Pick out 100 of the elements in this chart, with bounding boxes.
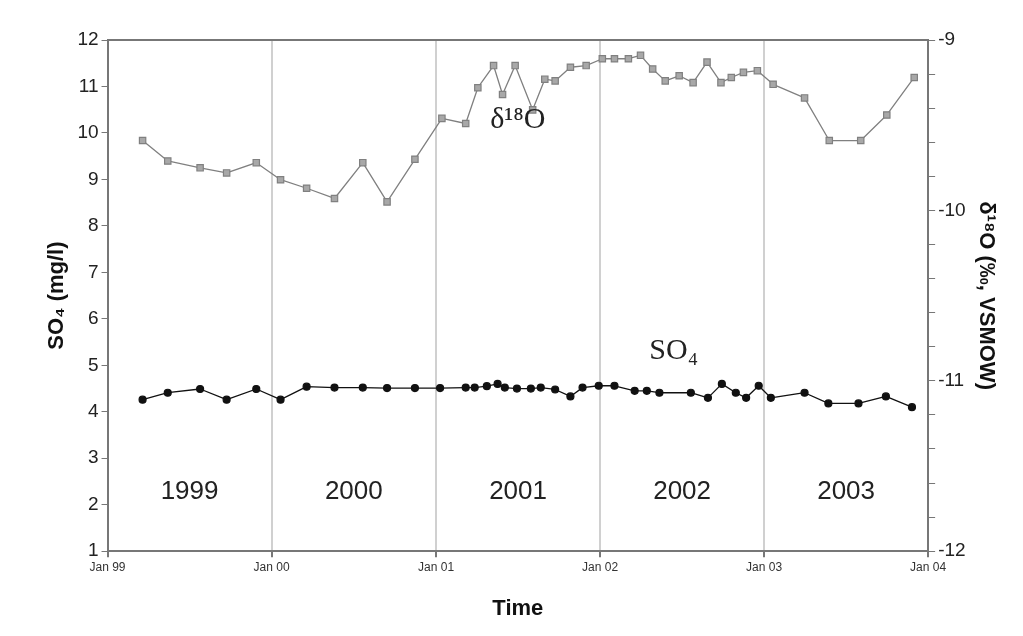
point <box>461 383 470 392</box>
point <box>493 379 502 388</box>
point <box>800 94 809 102</box>
x-tick-label: Jan 04 <box>910 559 947 574</box>
y-tick-label: 12 <box>77 28 99 50</box>
y2-tick-label: -12 <box>938 539 966 561</box>
y2-axis-title: δ¹⁸O (‰, VSMOW) <box>974 201 1000 390</box>
point <box>330 383 339 392</box>
y-tick-label: 11 <box>78 74 99 96</box>
y-tick-label: 9 <box>87 167 99 189</box>
series-label: δ¹⁸O <box>490 101 546 135</box>
point <box>551 77 559 85</box>
point <box>910 73 918 82</box>
point <box>276 395 285 404</box>
point <box>610 381 619 390</box>
point <box>703 393 713 402</box>
y-tick-label: 5 <box>87 353 99 375</box>
point <box>252 384 261 394</box>
y-tick-label: 1 <box>87 539 99 561</box>
point <box>598 54 607 63</box>
y2-tick-label: -9 <box>938 28 956 50</box>
point <box>482 382 491 391</box>
point <box>438 114 446 123</box>
point <box>856 136 865 145</box>
point <box>742 393 751 402</box>
point <box>196 384 205 394</box>
point <box>642 386 651 395</box>
point <box>703 58 711 66</box>
point <box>359 158 367 167</box>
point <box>578 383 587 392</box>
point <box>474 83 482 92</box>
point <box>686 388 695 397</box>
point <box>689 78 697 87</box>
point <box>769 80 777 89</box>
point <box>854 399 863 408</box>
point <box>648 65 657 73</box>
y-tick-label: 4 <box>87 400 99 422</box>
y-tick-label: 3 <box>87 446 99 468</box>
point <box>222 169 231 177</box>
point <box>753 66 762 75</box>
point <box>731 388 740 397</box>
point <box>196 164 204 172</box>
x-tick-label: Jan 00 <box>253 559 290 574</box>
y-tick-label: 10 <box>77 121 99 143</box>
point <box>541 75 549 83</box>
x-tick-label: Jan 01 <box>418 559 455 574</box>
point <box>825 136 834 145</box>
point <box>461 119 470 128</box>
point <box>661 77 670 85</box>
y-axis-title: SO₄ (mg/l) <box>43 241 69 350</box>
annotation: 2002 <box>653 474 712 505</box>
point <box>383 198 391 206</box>
point <box>727 73 736 82</box>
annotation: 1999 <box>160 474 219 505</box>
point <box>500 383 509 392</box>
point <box>717 379 726 388</box>
point <box>411 155 419 164</box>
y2-tick-label: -11 <box>938 369 965 391</box>
x-tick-label: Jan 03 <box>746 559 783 574</box>
point <box>512 384 522 393</box>
annotation: 2000 <box>324 474 383 505</box>
point <box>470 383 479 392</box>
point <box>163 157 172 165</box>
point <box>526 384 535 393</box>
x-tick-label: Jan 02 <box>582 559 619 574</box>
point <box>222 395 231 404</box>
annotation: 2001 <box>489 474 547 505</box>
point <box>566 63 575 72</box>
point <box>382 383 392 393</box>
point <box>252 158 261 167</box>
point <box>881 392 890 401</box>
point <box>566 392 575 401</box>
point <box>675 72 683 80</box>
y-tick-label: 7 <box>87 260 99 282</box>
point <box>717 78 725 87</box>
point <box>582 61 590 70</box>
point <box>551 385 560 394</box>
point <box>511 61 519 70</box>
point <box>138 395 147 404</box>
point <box>594 381 603 390</box>
point <box>883 111 891 119</box>
annotation: 2003 <box>817 474 876 505</box>
point <box>766 393 775 402</box>
point <box>800 388 809 397</box>
point <box>163 388 172 397</box>
point <box>302 184 311 193</box>
x-axis-title: Time <box>492 594 544 620</box>
point <box>655 388 664 397</box>
point <box>358 383 367 392</box>
y2-tick-label: -10 <box>938 198 966 220</box>
point <box>824 399 833 408</box>
point <box>302 382 311 391</box>
point <box>536 383 545 392</box>
point <box>624 54 633 63</box>
y-tick-label: 8 <box>87 214 99 236</box>
y-tick-label: 6 <box>87 307 99 329</box>
point <box>435 383 445 393</box>
point <box>630 386 639 395</box>
y-tick-label: 2 <box>87 492 99 514</box>
point <box>907 403 917 412</box>
